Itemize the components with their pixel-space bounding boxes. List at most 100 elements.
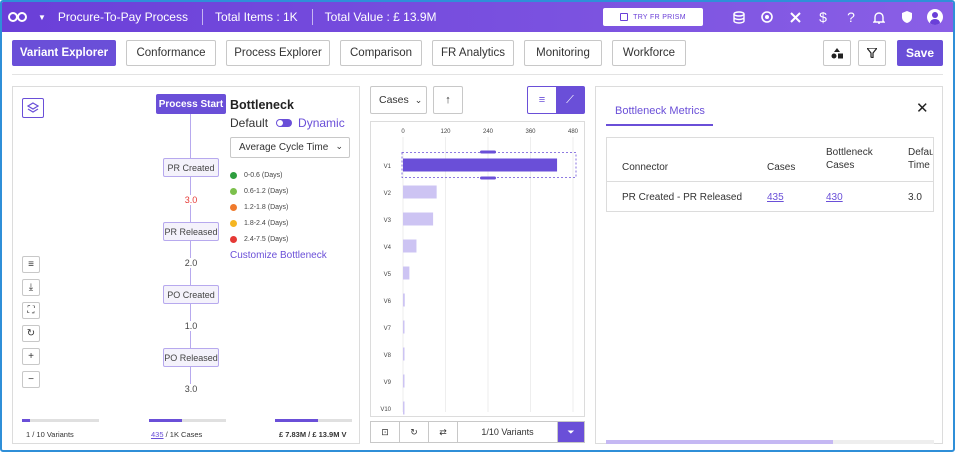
filter-button[interactable] — [858, 40, 886, 66]
filter-add-button[interactable]: ⊡ — [371, 422, 400, 442]
sort-button[interactable]: ↑ — [433, 86, 463, 114]
cell-bottleneck-cases-link[interactable]: 430 — [826, 192, 843, 203]
mode-toggle[interactable] — [276, 119, 293, 127]
node-pr-created[interactable]: PR Created — [163, 158, 219, 177]
edge-label[interactable]: 3.0 — [178, 384, 204, 394]
legend-label: 0.6-1.2 (Days) — [244, 187, 289, 195]
chart-footer: ⊡ ↻ ⇄ 1/10 Variants ⏷ — [370, 421, 585, 443]
zoom-in-button[interactable]: + — [22, 348, 40, 365]
shapes-button[interactable] — [823, 40, 851, 66]
try-prism-button[interactable]: TRY FR PRISM — [603, 8, 703, 26]
tab-fr-analytics[interactable]: FR Analytics — [432, 40, 514, 66]
node-po-created[interactable]: PO Created — [163, 285, 219, 304]
flow-line — [190, 114, 191, 386]
tab-monitoring[interactable]: Monitoring — [524, 40, 602, 66]
layers-button[interactable] — [22, 98, 44, 118]
bar-v3[interactable] — [403, 212, 434, 226]
shapes-icon — [831, 47, 843, 58]
chevron-down-icon: ⌄ — [414, 94, 423, 105]
swap-button[interactable]: ⇄ — [429, 422, 458, 442]
edge-label[interactable]: 1.0 — [178, 321, 204, 331]
variant-chart-panel: 0 120 240 360 480 V1 V2 V3 V4 V5 V6 V7 V8 V9 V10 — [370, 121, 585, 417]
zoom-out-button[interactable]: − — [22, 371, 40, 388]
bar-v5[interactable] — [403, 266, 410, 280]
tab-conformance[interactable]: Conformance — [126, 40, 216, 66]
filter-add-icon: ⊡ — [381, 426, 389, 437]
badge-icon[interactable] — [893, 2, 921, 32]
reset-button[interactable]: ↻ — [400, 422, 429, 442]
node-pr-released[interactable]: PR Released — [163, 222, 219, 241]
bar-v4[interactable] — [403, 239, 417, 253]
database-icon[interactable] — [725, 2, 753, 32]
legend-label: 1.2-1.8 (Days) — [244, 203, 289, 211]
globe-settings-icon[interactable] — [753, 2, 781, 32]
help-icon[interactable]: ? — [847, 9, 855, 25]
bottleneck-title: Bottleneck — [230, 98, 294, 112]
metric-select[interactable]: Average Cycle Time ⌄ — [230, 137, 350, 158]
bar-v2[interactable] — [403, 185, 437, 199]
mode-dynamic-label: Dynamic — [298, 116, 345, 130]
process-map-panel: Process Start PR Created 3.0 PR Released… — [12, 86, 360, 444]
cases-progress — [149, 419, 226, 422]
customize-bottleneck-link[interactable]: Customize Bottleneck — [230, 250, 327, 261]
tab-variant-explorer[interactable]: Variant Explorer — [12, 40, 116, 66]
cell-cases-link[interactable]: 435 — [767, 192, 784, 203]
cases-link[interactable]: 435 — [151, 430, 164, 439]
col-default-time: Default Time — [908, 147, 934, 171]
dollar-icon[interactable]: $ — [819, 9, 827, 25]
variants-progress-fill — [22, 419, 30, 422]
list-view-button[interactable]: ≡ — [528, 87, 556, 113]
bell-icon[interactable] — [865, 2, 893, 32]
x-tick-label: 240 — [483, 129, 494, 135]
user-avatar-icon[interactable] — [927, 9, 943, 25]
save-button[interactable]: Save — [897, 40, 943, 66]
bar-v8[interactable] — [403, 347, 405, 361]
bottleneck-mode: Default Dynamic — [230, 116, 345, 130]
list-button[interactable]: ≡ — [22, 256, 40, 273]
measure-select[interactable]: Cases ⌄ — [370, 86, 427, 114]
tools-icon[interactable] — [781, 2, 809, 32]
fit-screen-button[interactable]: ⛶ — [22, 302, 40, 319]
variants-counter: 1/10 Variants — [458, 422, 558, 442]
edge-label[interactable]: 3.0 — [178, 195, 204, 205]
sort-arrow-icon: ↑ — [445, 94, 451, 106]
bar-v10[interactable] — [403, 401, 405, 415]
variants-count: 1 / 10 Variants — [26, 430, 74, 439]
top-bar: ▼ Procure-To-Pay Process Total Items : 1… — [2, 2, 953, 32]
legend-item: 1.2-1.8 (Days) — [230, 199, 288, 215]
reset-button[interactable]: ↻ — [22, 325, 40, 342]
divider — [12, 74, 943, 75]
filter-clear-button[interactable]: ⏷ — [558, 422, 584, 442]
bottleneck-legend: 0-0.6 (Days) 0.6-1.2 (Days) 1.2-1.8 (Day… — [230, 167, 288, 247]
process-start-button[interactable]: Process Start — [156, 94, 226, 114]
download-button[interactable]: ⤓ — [22, 279, 40, 296]
horizontal-scrollbar[interactable] — [606, 440, 934, 444]
close-icon[interactable]: ✕ — [916, 100, 929, 117]
x-tick-label: 120 — [440, 129, 451, 135]
node-po-released[interactable]: PO Released — [163, 348, 219, 367]
resize-handle — [480, 176, 496, 180]
tab-bottleneck-metrics[interactable]: Bottleneck Metrics — [615, 105, 705, 117]
refresh-icon: ↻ — [26, 328, 36, 339]
bar-v7[interactable] — [403, 320, 405, 334]
chevron-down-icon[interactable]: ▼ — [38, 12, 46, 22]
view-toggle: ≡ ⟋ — [527, 86, 585, 114]
tab-process-explorer[interactable]: Process Explorer — [226, 40, 330, 66]
total-items: Total Items : 1K — [214, 10, 298, 24]
edge-label[interactable]: 2.0 — [178, 258, 204, 268]
col-cases: Cases — [767, 162, 796, 173]
app-logo[interactable] — [8, 9, 32, 25]
tab-workforce[interactable]: Workforce — [612, 40, 686, 66]
process-name[interactable]: Procure-To-Pay Process — [57, 10, 188, 24]
cases-count: 435 / 1K Cases — [151, 430, 202, 439]
y-tick-label: V9 — [384, 380, 392, 386]
scrollbar-thumb[interactable] — [606, 440, 833, 444]
bar-v9[interactable] — [403, 374, 405, 388]
bar-v6[interactable] — [403, 293, 405, 307]
bar-v1[interactable] — [403, 158, 558, 172]
tab-comparison[interactable]: Comparison — [340, 40, 422, 66]
chart-view-button[interactable]: ⟋ — [556, 87, 584, 113]
y-tick-label: V3 — [384, 218, 392, 224]
y-tick-label: V7 — [384, 326, 392, 332]
